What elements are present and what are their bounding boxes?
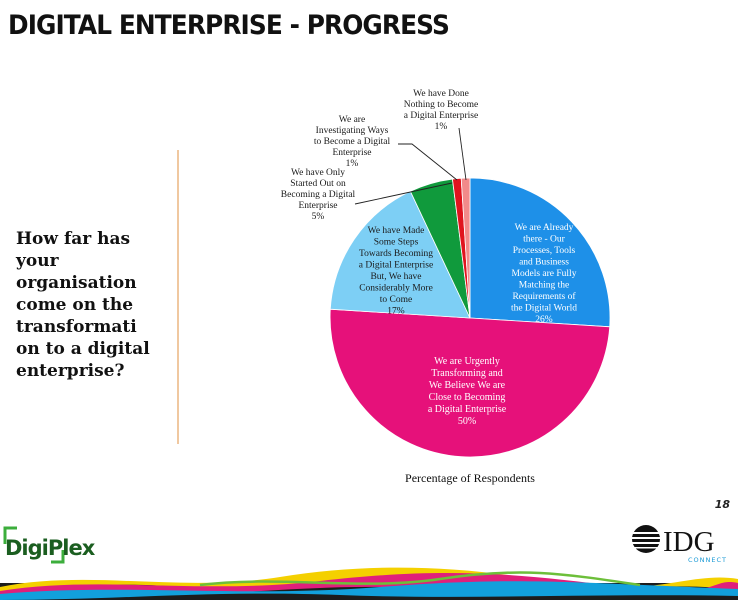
svg-text:IDG: IDG [663,526,715,558]
digiplex-logo: DigiPlex [3,526,97,564]
decorative-ribbon [0,567,738,600]
question-text: How far has your organisation come on th… [16,228,166,382]
leader-line [458,127,467,181]
page-title: DIGITAL ENTERPRISE - PROGRESS [8,10,450,41]
question-line: organisation [16,273,137,293]
question-line: your [16,251,59,271]
pie-chart: We are Already there - Our Processes, Tool… [281,89,611,485]
pie-slice [329,190,471,319]
question-line: come on the [16,295,134,315]
pie-slice [469,177,611,328]
leader-line [398,143,458,181]
question-line: enterprise? [16,361,125,381]
leader-line [354,182,453,205]
divider-line [177,150,179,444]
question-line: on to a digital [16,339,150,359]
slice-label: We have Made Some Steps Towards Becoming a … [359,226,433,317]
page-number: 18 [714,498,730,511]
svg-text:DigiPlex: DigiPlex [5,536,96,560]
slice-label: We have Done Nothing to Become a Digital E… [404,89,478,132]
idg-connect-logo: IDG CONNECT [632,525,727,564]
question-line: How far has [16,229,131,249]
chart-xlabel: Percentage of Respondents [405,471,535,485]
question-line: transformati [16,317,137,337]
slice-label: We have Only Started Out on Becoming a Dig… [281,168,356,222]
slice-label: We are Already there - Our Processes, Tool… [511,223,577,325]
slice-label: We are Investigating Ways to Become a Digi… [314,115,391,169]
svg-text:CONNECT: CONNECT [688,556,727,564]
slice-label: We are Urgently Transforming and We Believ… [428,356,507,427]
pie-slice [329,308,611,458]
